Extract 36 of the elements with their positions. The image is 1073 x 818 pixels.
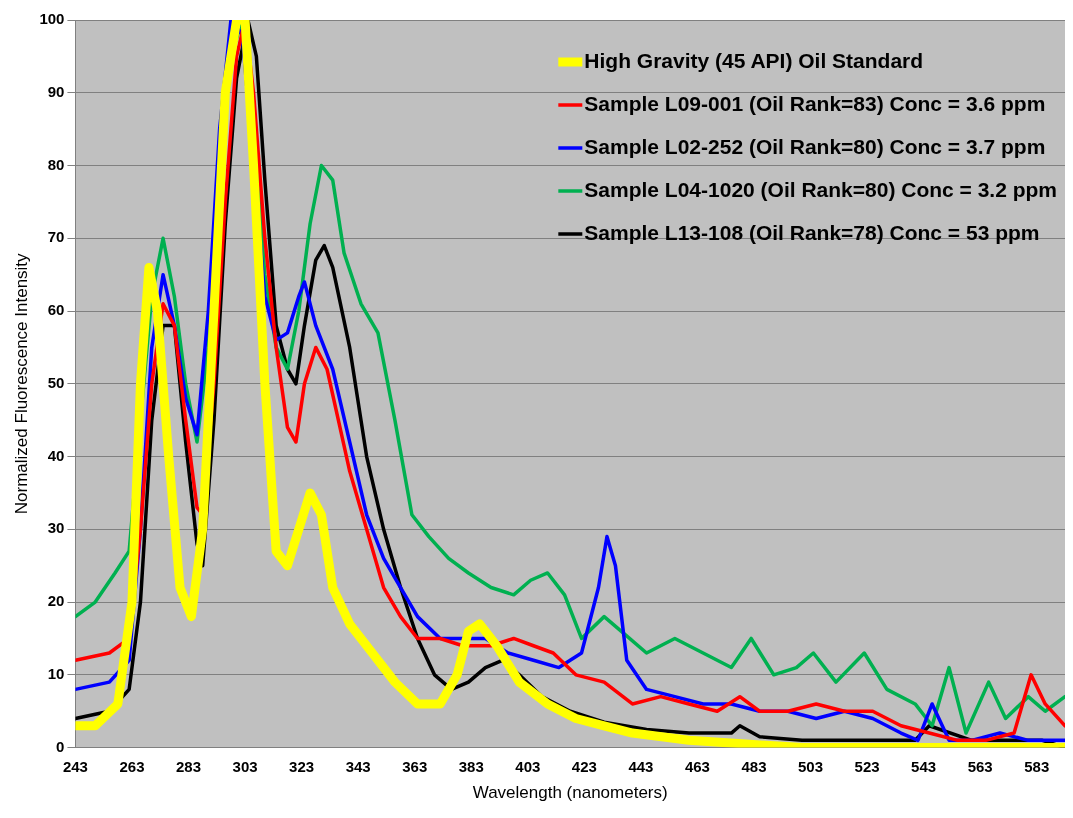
x-tick-label: 323 — [289, 757, 315, 775]
y-axis-title: Normalized Fluorescence Intensity — [11, 252, 31, 515]
y-tick-label: 80 — [47, 155, 65, 173]
legend-label: Sample L09-001 (Oil Rank=83) Conc = 3.6 ppm — [584, 91, 1046, 115]
y-tick-label: 30 — [47, 519, 65, 537]
x-tick-label: 403 — [515, 757, 541, 775]
x-tick-label: 283 — [176, 757, 202, 775]
x-tick-label: 343 — [345, 757, 371, 775]
x-tick-label: 303 — [232, 757, 258, 775]
x-tick-label: 503 — [798, 757, 824, 775]
x-tick-label: 363 — [402, 757, 428, 775]
x-tick-label: 563 — [967, 757, 993, 775]
x-tick-label: 463 — [684, 757, 710, 775]
y-tick-label: 90 — [47, 82, 65, 100]
x-tick-label: 443 — [628, 757, 654, 775]
x-tick-label: 383 — [458, 757, 484, 775]
y-tick-label: 70 — [47, 228, 65, 246]
x-tick-label: 543 — [911, 757, 937, 775]
x-tick-label: 483 — [741, 757, 767, 775]
y-tick-label: 100 — [39, 10, 65, 28]
legend-label: Sample L02-252 (Oil Rank=80) Conc = 3.7 ppm — [584, 134, 1046, 158]
legend-label: High Gravity (45 API) Oil Standard — [584, 48, 924, 72]
legend-label: Sample L13-108 (Oil Rank=78) Conc = 53 ppm — [584, 220, 1040, 244]
y-tick-label: 60 — [47, 301, 65, 319]
x-tick-label: 263 — [119, 757, 145, 775]
y-tick-label: 10 — [47, 664, 65, 682]
y-tick-label: 0 — [56, 737, 65, 755]
x-tick-label: 523 — [854, 757, 880, 775]
x-tick-label: 583 — [1024, 757, 1050, 775]
x-axis-title: Wavelength (nanometers) — [472, 783, 668, 803]
x-tick-label: 423 — [571, 757, 597, 775]
legend-label: Sample L04-1020 (Oil Rank=80) Conc = 3.2 ppm — [584, 177, 1057, 201]
y-tick-label: 50 — [47, 373, 65, 391]
x-tick-label: 243 — [62, 757, 88, 775]
y-tick-label: 40 — [47, 446, 65, 464]
y-tick-label: 20 — [47, 592, 65, 610]
